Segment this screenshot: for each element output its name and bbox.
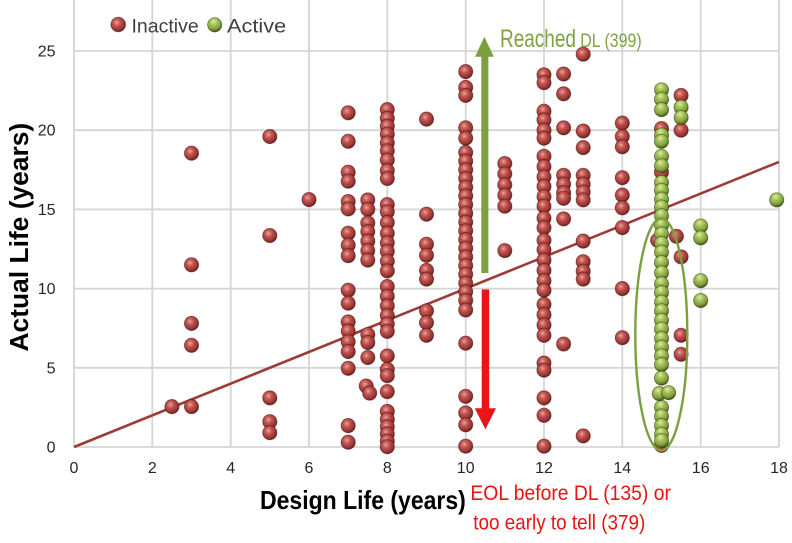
svg-text:14: 14	[613, 460, 631, 477]
svg-text:18: 18	[770, 460, 788, 477]
svg-text:6: 6	[305, 460, 314, 477]
svg-text:DL (399): DL (399)	[580, 29, 641, 51]
svg-text:10: 10	[38, 281, 56, 298]
svg-text:8: 8	[383, 460, 392, 477]
svg-text:0: 0	[70, 460, 79, 477]
svg-text:25: 25	[38, 44, 56, 61]
svg-text:10: 10	[457, 460, 475, 477]
svg-text:2: 2	[148, 460, 157, 477]
svg-text:5: 5	[47, 360, 56, 377]
svg-text:Design Life (years): Design Life (years)	[260, 487, 466, 516]
svg-text:Actual Life (years): Actual Life (years)	[4, 123, 34, 352]
svg-text:Active: Active	[227, 15, 286, 37]
svg-text:12: 12	[535, 460, 553, 477]
svg-text:too early to tell (379): too early to tell (379)	[473, 511, 645, 534]
svg-text:15: 15	[38, 202, 56, 219]
svg-text:0: 0	[47, 440, 56, 457]
svg-text:20: 20	[38, 123, 56, 140]
svg-text:Inactive: Inactive	[132, 15, 199, 37]
svg-text:EOL before DL (135) or: EOL before DL (135) or	[470, 482, 671, 505]
svg-text:16: 16	[692, 460, 710, 477]
svg-text:Reached: Reached	[500, 24, 576, 52]
svg-text:4: 4	[226, 460, 235, 477]
